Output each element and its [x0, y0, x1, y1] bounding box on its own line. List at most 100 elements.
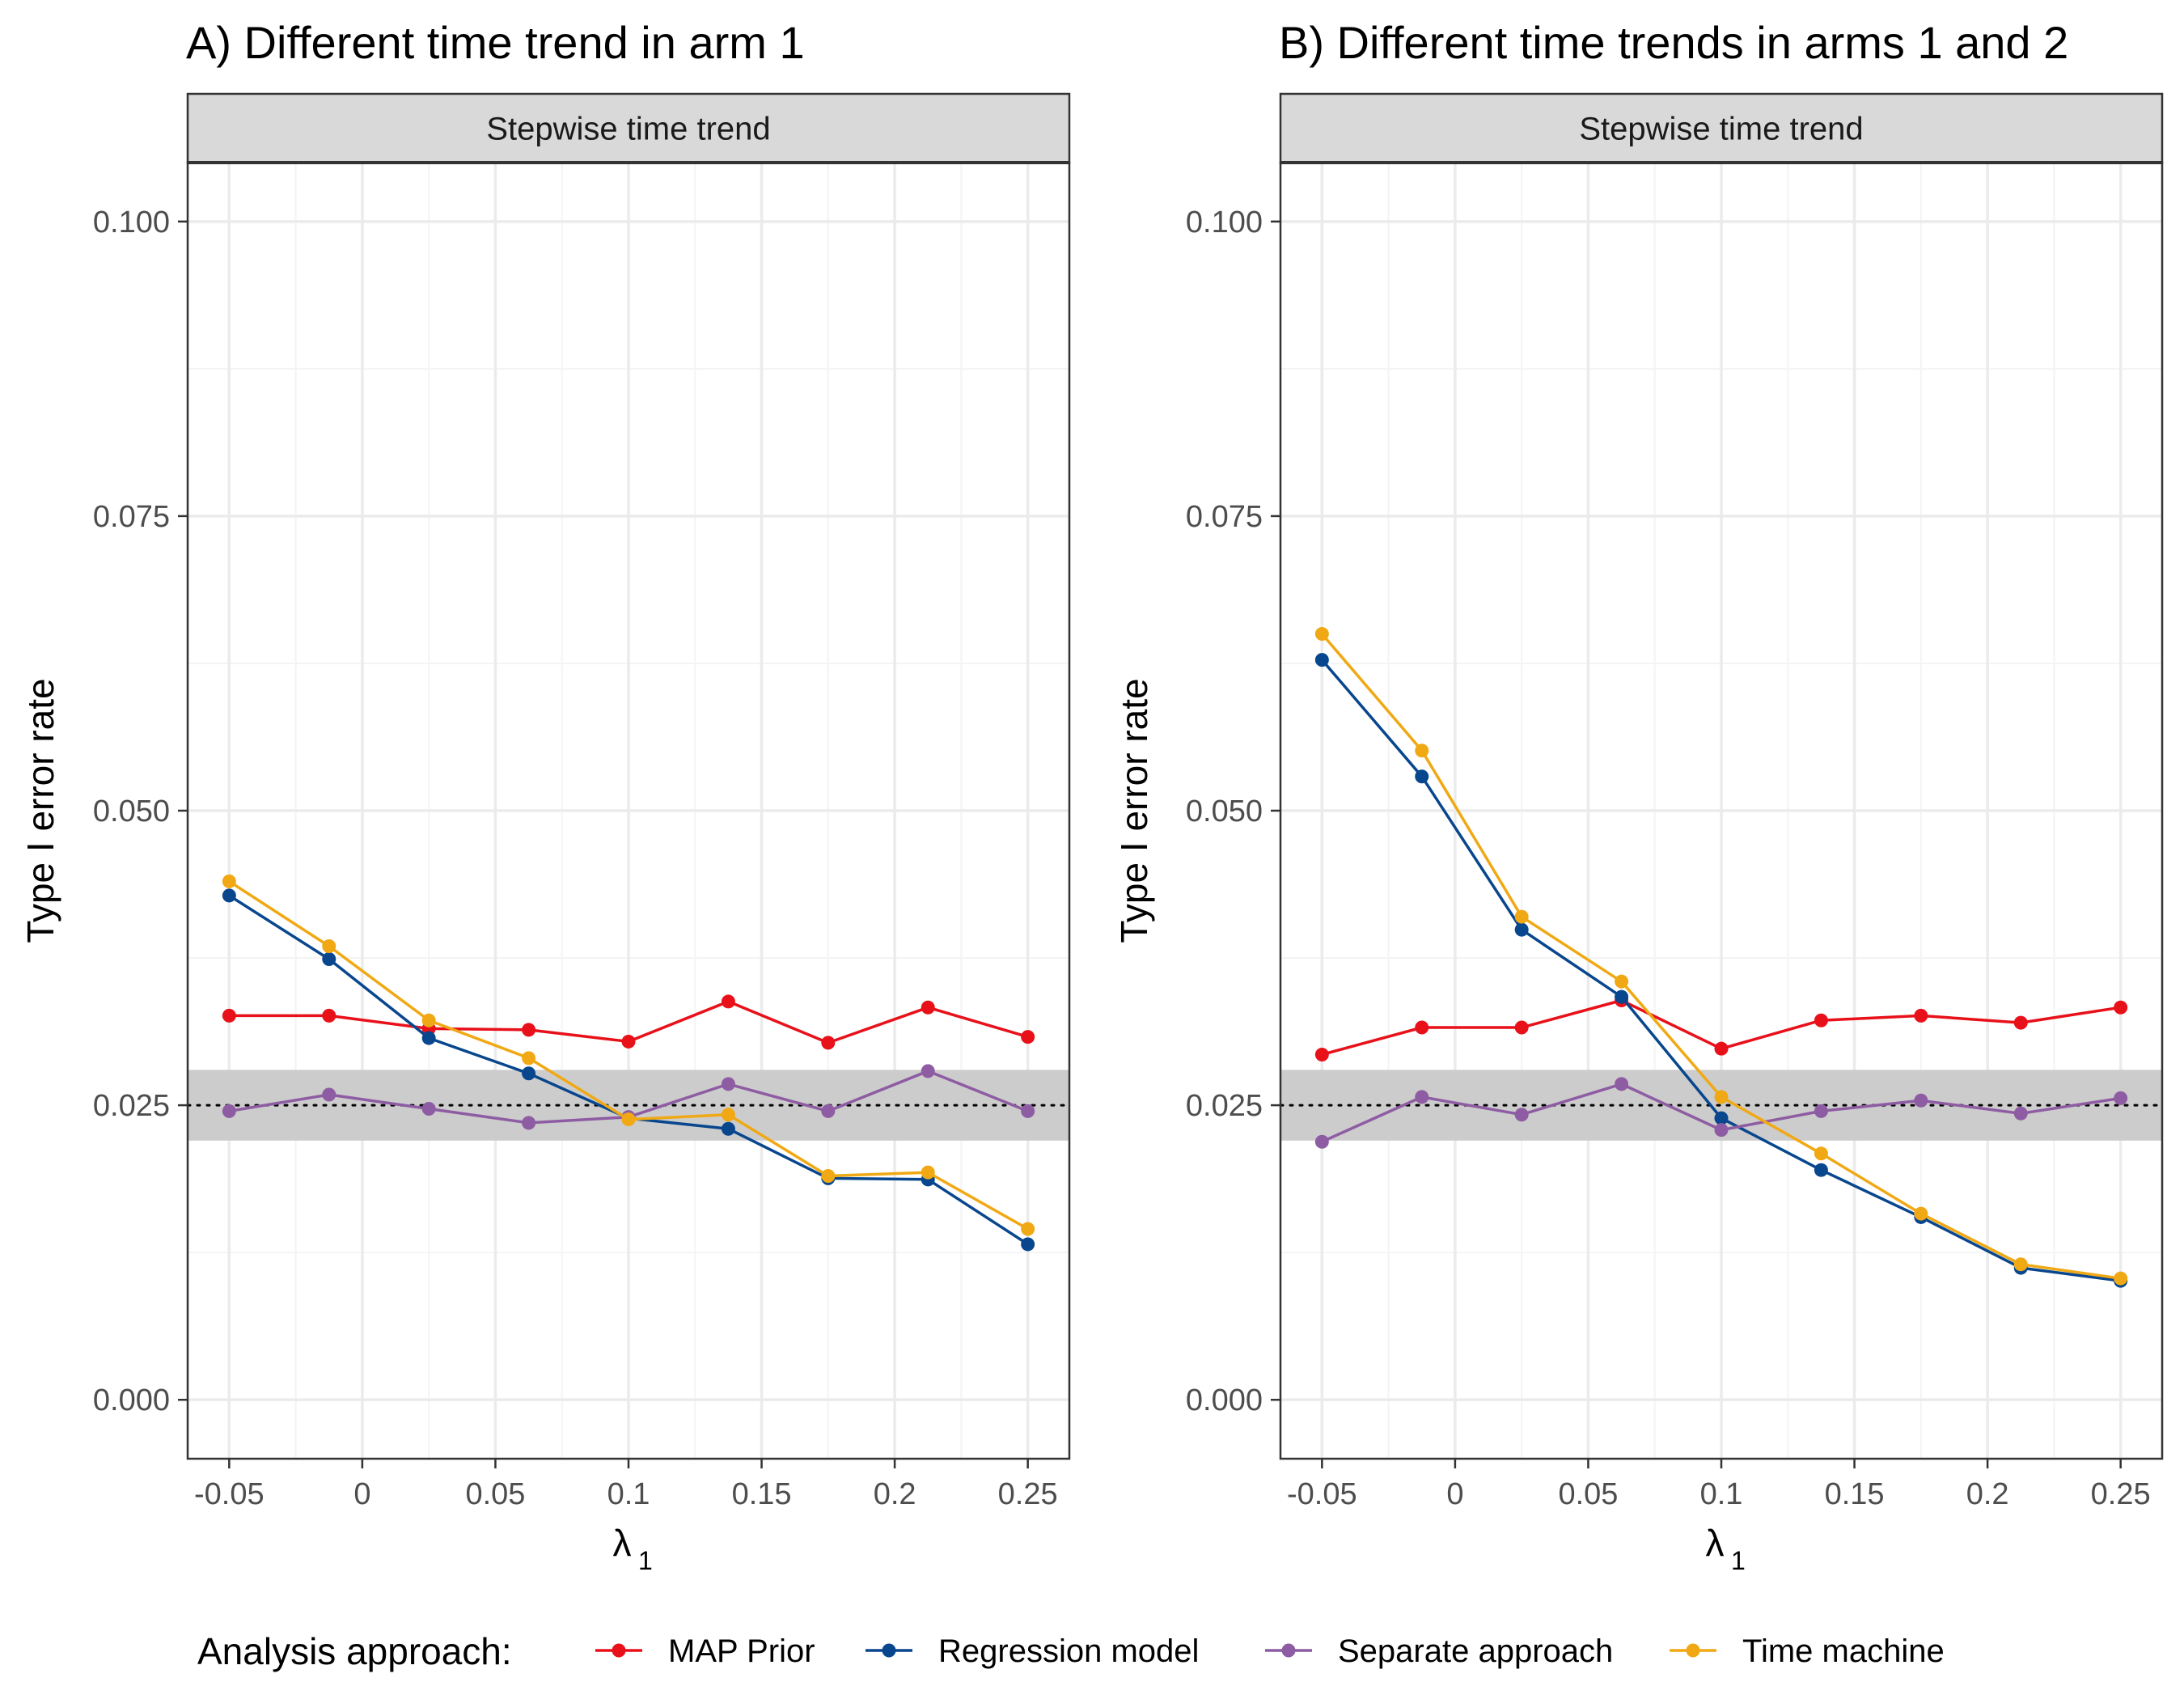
facet-strip	[1279, 92, 2164, 164]
data-point	[2013, 1015, 2028, 1030]
legend-label: MAP Prior	[668, 1633, 815, 1669]
data-point	[921, 1064, 935, 1078]
data-point	[1714, 1041, 1729, 1056]
data-point	[2114, 1091, 2128, 1105]
data-point	[1714, 1111, 1729, 1125]
data-point	[621, 1034, 636, 1049]
data-point	[1514, 1020, 1529, 1035]
chart-title: A) Different time trend in arm 1	[186, 17, 805, 68]
data-point	[1814, 1163, 1828, 1177]
data-point	[222, 1104, 236, 1118]
data-point	[1615, 974, 1629, 989]
chart-panel-b: B) Different time trends in arms 1 and 2…	[1113, 17, 2164, 1575]
data-point	[1914, 1093, 1928, 1108]
data-point	[721, 1121, 735, 1136]
data-point	[322, 1087, 336, 1102]
data-point	[1814, 1104, 1828, 1118]
facet-strip	[186, 92, 1071, 164]
x-axis-title-subscript: 1	[638, 1546, 653, 1575]
y-tick-label: 0.050	[1186, 794, 1263, 828]
data-point	[421, 1031, 436, 1045]
data-point	[421, 1101, 436, 1116]
data-point	[721, 1108, 735, 1122]
data-point	[821, 1104, 836, 1118]
x-tick-label: -0.05	[1287, 1477, 1357, 1511]
data-point	[1514, 922, 1529, 937]
data-point	[1415, 744, 1429, 758]
data-point	[421, 1013, 436, 1027]
x-tick-label: -0.05	[194, 1477, 265, 1511]
data-point	[322, 938, 336, 953]
data-point	[721, 994, 735, 1009]
data-point	[821, 1168, 836, 1183]
chart-title: B) Different time trends in arms 1 and 2	[1279, 17, 2068, 68]
legend-title: Analysis approach:	[197, 1630, 512, 1672]
data-point	[322, 1008, 336, 1023]
data-point	[1615, 989, 1629, 1004]
x-tick-label: 0.25	[2091, 1477, 2151, 1511]
data-point	[1021, 1030, 1035, 1044]
y-tick-label: 0.025	[93, 1089, 170, 1123]
data-point	[1914, 1008, 1928, 1023]
x-tick-label: 0	[353, 1477, 370, 1511]
legend: Analysis approach: MAP Prior Regression mo…	[197, 1630, 1945, 1672]
data-point	[1914, 1206, 1928, 1221]
data-point	[621, 1112, 636, 1127]
data-point	[1814, 1146, 1828, 1161]
data-point	[1714, 1090, 1729, 1104]
data-point	[1814, 1013, 1828, 1027]
data-point	[1314, 1047, 1329, 1061]
data-point	[1021, 1104, 1035, 1118]
data-point	[2013, 1106, 2028, 1121]
data-point	[1415, 1090, 1429, 1104]
data-point	[2013, 1257, 2028, 1272]
data-point	[322, 952, 336, 967]
legend-label: Separate approach	[1338, 1633, 1613, 1669]
legend-key-point	[1281, 1643, 1296, 1658]
data-point	[1415, 769, 1429, 784]
x-tick-label: 0.1	[607, 1477, 650, 1511]
legend-item-map-prior: MAP Prior	[595, 1633, 815, 1669]
facet-label: Stepwise time trend	[486, 112, 770, 147]
facet-label: Stepwise time trend	[1579, 112, 1863, 147]
legend-key-point	[1686, 1643, 1700, 1658]
legend-item-separate-approach: Separate approach	[1265, 1633, 1613, 1669]
data-point	[2114, 1271, 2128, 1286]
data-point	[1314, 627, 1329, 642]
x-tick-label: 0.25	[998, 1477, 1058, 1511]
x-tick-label: 0.2	[1966, 1477, 2009, 1511]
legend-item-time-machine: Time machine	[1670, 1633, 1945, 1669]
data-point	[1415, 1020, 1429, 1035]
data-point	[1021, 1237, 1035, 1252]
y-tick-label: 0.025	[1186, 1089, 1263, 1123]
x-axis-title: λ	[613, 1522, 632, 1564]
y-tick-label: 0.000	[1186, 1383, 1263, 1417]
data-point	[1615, 1077, 1629, 1091]
legend-key-point	[882, 1643, 896, 1658]
x-tick-label: 0.15	[1825, 1477, 1885, 1511]
legend-item-regression-model: Regression model	[866, 1633, 1199, 1669]
x-axis-title: λ	[1706, 1522, 1725, 1564]
data-point	[1714, 1123, 1729, 1138]
x-tick-label: 0.1	[1700, 1477, 1743, 1511]
y-tick-label: 0.075	[1186, 500, 1263, 534]
series-map-prior	[1314, 993, 2128, 1061]
data-point	[1314, 1134, 1329, 1149]
y-tick-label: 0.100	[93, 205, 170, 239]
legend-label: Regression model	[938, 1633, 1199, 1669]
x-tick-label: 0	[1446, 1477, 1463, 1511]
data-point	[721, 1077, 735, 1091]
series-time-machine	[222, 874, 1035, 1236]
data-point	[821, 1036, 836, 1050]
x-axis-title-subscript: 1	[1731, 1546, 1746, 1575]
x-tick-label: 0.05	[465, 1477, 525, 1511]
data-point	[522, 1023, 536, 1037]
data-point	[522, 1051, 536, 1066]
y-axis-title: Type I error rate	[19, 678, 61, 943]
data-point	[222, 888, 236, 903]
data-point	[522, 1116, 536, 1130]
data-point	[522, 1066, 536, 1081]
y-axis-title: Type I error rate	[1113, 678, 1155, 943]
data-point	[1514, 1108, 1529, 1122]
data-point	[222, 874, 236, 888]
